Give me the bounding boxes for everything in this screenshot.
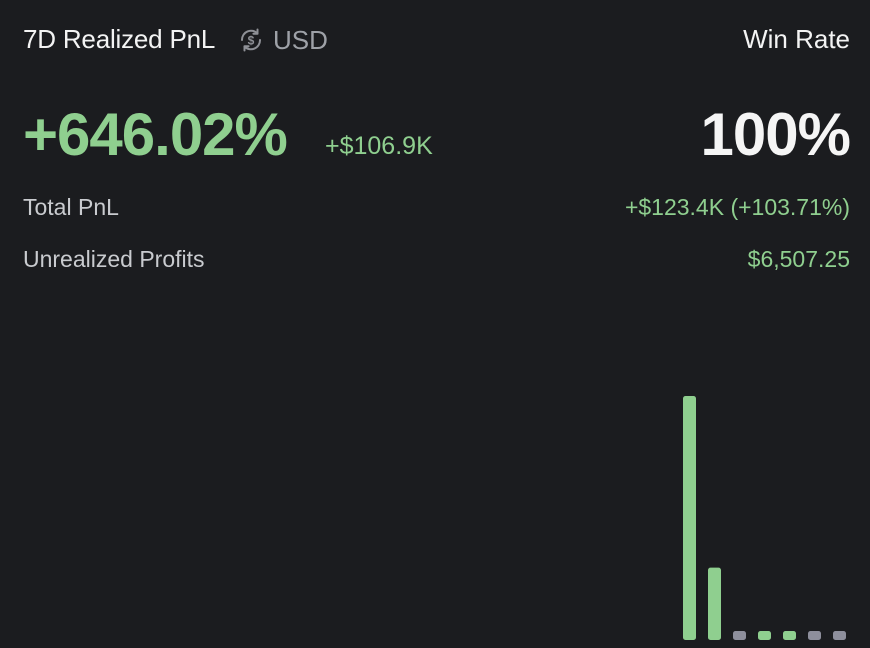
currency-toggle[interactable]: $ USD bbox=[237, 22, 328, 58]
svg-text:$: $ bbox=[248, 34, 255, 48]
pnl-header: 7D Realized PnL $ USD Win Rate bbox=[23, 22, 850, 58]
win-rate-value: 100% bbox=[700, 101, 851, 168]
total-pnl-value: +$123.4K (+103.71%) bbox=[624, 194, 850, 220]
unrealized-profits-value: $6,507.25 bbox=[747, 246, 850, 272]
chart-bar-4[interactable] bbox=[758, 631, 771, 640]
chart-bar-5[interactable] bbox=[783, 631, 796, 640]
total-pnl-row: Total PnL +$123.4K (+103.71%) bbox=[23, 192, 850, 222]
chart-bar-1[interactable] bbox=[683, 396, 696, 640]
currency-label[interactable]: USD bbox=[273, 24, 328, 55]
unrealized-profits-label: Unrealized Profits bbox=[23, 246, 205, 272]
chart-bar-7[interactable] bbox=[833, 631, 846, 640]
currency-swap-icon[interactable]: $ bbox=[237, 26, 265, 54]
win-rate-label: Win Rate bbox=[743, 24, 850, 54]
realized-pnl-percent: +646.02% bbox=[23, 101, 288, 168]
realized-pnl-usd: +$106.9K bbox=[325, 132, 433, 160]
pnl-title: 7D Realized PnL bbox=[23, 24, 216, 54]
chart-bar-6[interactable] bbox=[808, 631, 821, 640]
unrealized-profits-row: Unrealized Profits $6,507.25 bbox=[23, 244, 850, 274]
chart-bar-2[interactable] bbox=[708, 567, 721, 640]
daily-pnl-bar-chart bbox=[683, 396, 846, 640]
summary-row: +646.02% +$106.9K 100% bbox=[23, 100, 851, 170]
chart-bar-3[interactable] bbox=[733, 631, 746, 640]
total-pnl-label: Total PnL bbox=[23, 194, 119, 220]
